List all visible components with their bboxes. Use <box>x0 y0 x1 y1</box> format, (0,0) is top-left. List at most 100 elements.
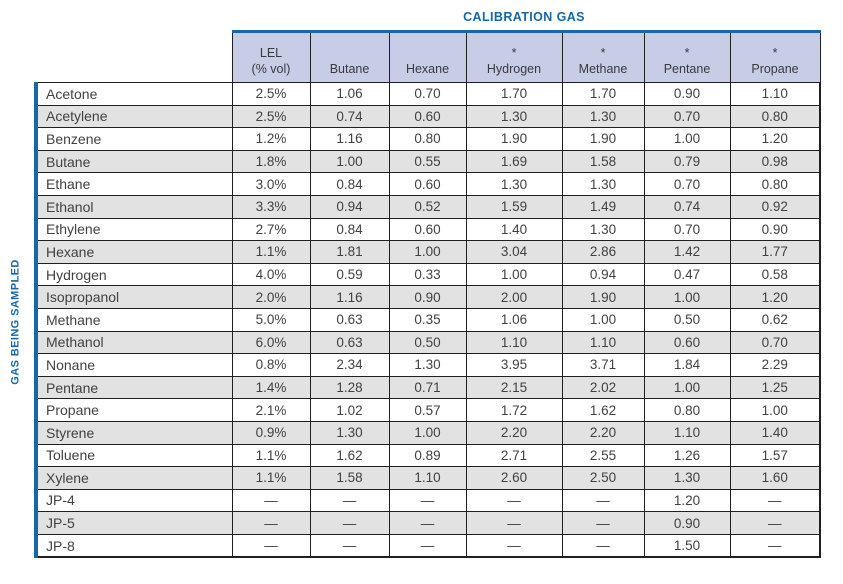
row-label: Benzene <box>34 127 233 151</box>
value-cell: — <box>561 533 645 559</box>
value-cell: 1.49 <box>561 194 645 219</box>
value-cell: 0.80 <box>729 172 821 196</box>
value-cell: 1.00 <box>643 375 731 400</box>
row-label: Ethylene <box>34 217 233 242</box>
value-cell: 2.20 <box>465 420 563 445</box>
value-cell: 1.00 <box>388 420 467 445</box>
value-cell: 1.06 <box>465 307 563 332</box>
value-cell: 1.62 <box>561 398 645 422</box>
value-cell: 0.59 <box>309 262 390 287</box>
value-cell: 3.71 <box>561 353 645 377</box>
value-cell: 1.50 <box>643 533 731 559</box>
row-label: Methanol <box>34 330 233 355</box>
value-cell: — <box>231 533 311 559</box>
value-cell: 1.90 <box>561 127 645 151</box>
value-cell: 0.50 <box>643 307 731 332</box>
value-cell: 1.25 <box>729 375 821 400</box>
asterisk-marker: * <box>600 46 606 60</box>
column-header-label: Hexane <box>405 62 450 76</box>
table-title: CALIBRATION GAS <box>463 10 585 24</box>
row-label: Methane <box>34 307 233 332</box>
value-cell: 1.70 <box>465 82 563 106</box>
value-cell: 1.30 <box>643 466 731 490</box>
value-cell: 1.1% <box>231 466 311 490</box>
asterisk-marker: * <box>684 46 690 60</box>
value-cell: 1.60 <box>729 466 821 490</box>
table-row: Isopropanol 2.0% 1.16 0.90 2.00 1.90 1.00 1.20 <box>34 285 821 309</box>
row-label: Butane <box>34 149 233 174</box>
row-label: Nonane <box>34 353 233 377</box>
value-cell: 0.90 <box>729 217 821 242</box>
value-cell: 0.70 <box>388 82 467 106</box>
column-header-methane: * Methane <box>561 30 645 83</box>
value-cell: 1.10 <box>643 420 731 445</box>
value-cell: 1.00 <box>465 262 563 287</box>
value-cell: 2.20 <box>561 420 645 445</box>
value-cell: 0.33 <box>388 262 467 287</box>
value-cell: — <box>231 488 311 513</box>
value-cell: 1.42 <box>643 240 731 264</box>
row-label: Hydrogen <box>34 262 233 287</box>
value-cell: 4.0% <box>231 262 311 287</box>
corner-spacer <box>36 31 232 83</box>
row-label: JP-4 <box>34 488 233 513</box>
row-label: Ethanol <box>34 194 233 219</box>
value-cell: 0.52 <box>388 194 467 219</box>
value-cell: 0.84 <box>309 217 390 242</box>
column-header-propane: * Propane <box>729 30 821 83</box>
value-cell: 0.90 <box>643 82 731 106</box>
value-cell: 1.1% <box>231 443 311 468</box>
value-cell: 0.62 <box>729 307 821 332</box>
value-cell: 2.50 <box>561 466 645 490</box>
value-cell: 0.70 <box>643 104 731 129</box>
column-header-top: LEL <box>259 46 283 60</box>
value-cell: 2.29 <box>729 353 821 377</box>
value-cell: — <box>388 488 467 513</box>
table-row: Nonane 0.8% 2.34 1.30 3.95 3.71 1.84 2.29 <box>34 353 821 377</box>
value-cell: 1.20 <box>729 285 821 309</box>
value-cell: 5.0% <box>231 307 311 332</box>
value-cell: 1.10 <box>729 82 821 106</box>
value-cell: 1.16 <box>309 127 390 151</box>
table-row: Ethanol 3.3% 0.94 0.52 1.59 1.49 0.74 0.92 <box>34 194 821 219</box>
value-cell: 1.81 <box>309 240 390 264</box>
value-cell: 1.20 <box>729 127 821 151</box>
column-header-vol: LEL (% vol) <box>231 30 311 83</box>
value-cell: 1.8% <box>231 149 311 174</box>
value-cell: 1.00 <box>643 127 731 151</box>
value-cell: 1.30 <box>561 172 645 196</box>
row-label: Acetone <box>34 82 233 106</box>
value-cell: 2.34 <box>309 353 390 377</box>
value-cell: 0.8% <box>231 353 311 377</box>
column-header-pentane: * Pentane <box>643 30 731 83</box>
value-cell: 1.00 <box>309 149 390 174</box>
table-row: Benzene 1.2% 1.16 0.80 1.90 1.90 1.00 1.20 <box>34 127 821 151</box>
table-row: Toluene 1.1% 1.62 0.89 2.71 2.55 1.26 1.57 <box>34 443 821 468</box>
value-cell: 0.94 <box>309 194 390 219</box>
table-row: Butane 1.8% 1.00 0.55 1.69 1.58 0.79 0.98 <box>34 149 821 174</box>
header-row: LEL (% vol) Butane Hexane * Hydrogen * Methane *… <box>36 30 821 83</box>
row-label: Pentane <box>34 375 233 400</box>
value-cell: 2.5% <box>231 82 311 106</box>
value-cell: 0.35 <box>388 307 467 332</box>
value-cell: 0.58 <box>729 262 821 287</box>
column-header-label: Pentane <box>663 62 711 76</box>
column-header-label: Propane <box>751 62 799 76</box>
value-cell: 0.60 <box>643 330 731 355</box>
value-cell: — <box>309 511 390 535</box>
table-row: JP-5— — — — —0.90— <box>34 511 821 535</box>
value-cell: 0.80 <box>729 104 821 129</box>
value-cell: 2.71 <box>465 443 563 468</box>
table-row: Ethane 3.0% 0.84 0.60 1.30 1.30 0.70 0.80 <box>34 172 821 196</box>
value-cell: 1.30 <box>561 104 645 129</box>
row-label: JP-5 <box>34 511 233 535</box>
asterisk-marker: * <box>511 46 517 60</box>
row-label: Toluene <box>34 443 233 468</box>
value-cell: 0.84 <box>309 172 390 196</box>
value-cell: 1.62 <box>309 443 390 468</box>
row-label: Isopropanol <box>34 285 233 309</box>
value-cell: 1.58 <box>561 149 645 174</box>
column-header-label: Methane <box>578 62 628 76</box>
value-cell: 1.00 <box>729 398 821 422</box>
table-row: Hexane 1.1% 1.81 1.00 3.04 2.86 1.42 1.77 <box>34 240 821 264</box>
